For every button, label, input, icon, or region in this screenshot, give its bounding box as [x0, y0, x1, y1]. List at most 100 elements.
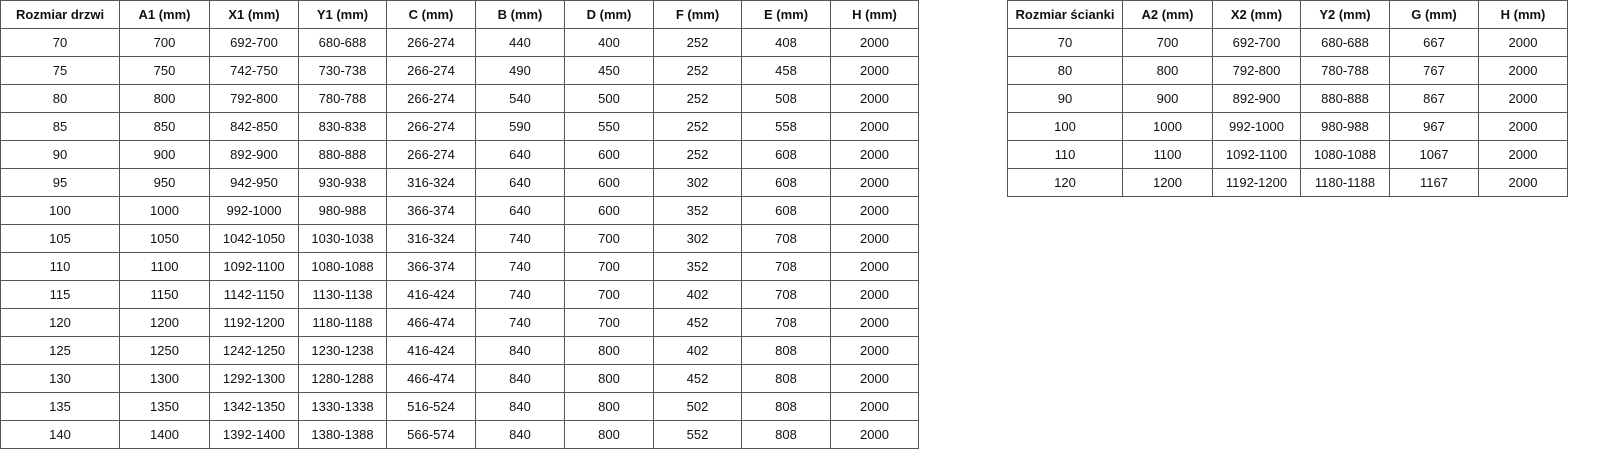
table-cell: 105 — [0, 224, 120, 253]
table-cell: 366-374 — [386, 196, 476, 225]
table-cell: 700 — [564, 252, 654, 281]
table-cell: 840 — [475, 364, 565, 393]
table-cell: 302 — [653, 224, 742, 253]
table-cell: 692-700 — [209, 28, 299, 57]
table-cell: 1250 — [119, 336, 210, 365]
table-cell: 266-274 — [386, 84, 476, 113]
column-header: A1 (mm) — [119, 0, 210, 29]
table-cell: 266-274 — [386, 140, 476, 169]
table-cell: 366-374 — [386, 252, 476, 281]
table-cell: 980-988 — [1300, 112, 1390, 141]
table-cell: 80 — [0, 84, 120, 113]
table-cell: 2000 — [830, 392, 919, 421]
table-cell: 508 — [741, 84, 831, 113]
table-cell: 400 — [564, 28, 654, 57]
table-cell: 780-788 — [298, 84, 387, 113]
column-header: Y1 (mm) — [298, 0, 387, 29]
table-cell: 700 — [564, 280, 654, 309]
header-row: Rozmiar drzwi A1 (mm) X1 (mm) Y1 (mm) C (mm)… — [0, 0, 919, 29]
table-cell: 450 — [564, 56, 654, 85]
table-cell: 590 — [475, 112, 565, 141]
column-header: A2 (mm) — [1122, 0, 1213, 29]
table-cell: 316-324 — [386, 168, 476, 197]
column-header: Rozmiar ścianki — [1007, 0, 1123, 29]
table-cell: 608 — [741, 168, 831, 197]
table-cell: 466-474 — [386, 364, 476, 393]
table-cell: 1200 — [119, 308, 210, 337]
table-cell: 266-274 — [386, 56, 476, 85]
table-cell: 1342-1350 — [209, 392, 299, 421]
table-cell: 402 — [653, 336, 742, 365]
table-cell: 730-738 — [298, 56, 387, 85]
table-cell: 2000 — [830, 224, 919, 253]
table-cell: 708 — [741, 280, 831, 309]
table-cell: 416-424 — [386, 280, 476, 309]
table-cell: 458 — [741, 56, 831, 85]
table-cell: 70 — [1007, 28, 1123, 57]
table-cell: 740 — [475, 224, 565, 253]
table-cell: 700 — [1122, 28, 1213, 57]
table-cell: 742-750 — [209, 56, 299, 85]
table-cell: 692-700 — [1212, 28, 1301, 57]
table-cell: 1100 — [1122, 140, 1213, 169]
table-cell: 1242-1250 — [209, 336, 299, 365]
table-cell: 2000 — [830, 168, 919, 197]
table-cell: 950 — [119, 168, 210, 197]
table-cell: 800 — [564, 420, 654, 449]
table-cell: 100 — [0, 196, 120, 225]
table-cell: 708 — [741, 252, 831, 281]
table-row: 125 1250 1242-1250 1230-1238 416-424 840 800 40… — [0, 336, 919, 365]
table-cell: 2000 — [830, 140, 919, 169]
table-cell: 780-788 — [1300, 56, 1390, 85]
table-cell: 1092-1100 — [1212, 140, 1301, 169]
table-cell: 640 — [475, 140, 565, 169]
table-cell: 800 — [564, 392, 654, 421]
table-cell: 1230-1238 — [298, 336, 387, 365]
table-cell: 1100 — [119, 252, 210, 281]
table-cell: 1280-1288 — [298, 364, 387, 393]
table-cell: 352 — [653, 252, 742, 281]
table-cell: 980-988 — [298, 196, 387, 225]
column-header: H (mm) — [830, 0, 919, 29]
table-cell: 740 — [475, 308, 565, 337]
table-cell: 135 — [0, 392, 120, 421]
table-row: 110 1100 1092-1100 1080-1088 366-374 740 700 35… — [0, 252, 919, 281]
table-cell: 1192-1200 — [1212, 168, 1301, 197]
table-cell: 566-574 — [386, 420, 476, 449]
table-cell: 110 — [1007, 140, 1123, 169]
table-cell: 800 — [119, 84, 210, 113]
table-cell: 2000 — [1478, 56, 1568, 85]
table-cell: 402 — [653, 280, 742, 309]
table-cell: 1200 — [1122, 168, 1213, 197]
table-cell: 1192-1200 — [209, 308, 299, 337]
table-cell: 992-1000 — [209, 196, 299, 225]
table-cell: 2000 — [830, 336, 919, 365]
wall-size-table: Rozmiar ścianki A2 (mm) X2 (mm) Y2 (mm) G (m… — [1007, 0, 1568, 197]
table-cell: 500 — [564, 84, 654, 113]
table-cell: 558 — [741, 112, 831, 141]
table-cell: 1000 — [119, 196, 210, 225]
table-row: 100 1000 992-1000 980-988 366-374 640 600 352 60… — [0, 196, 919, 225]
table-cell: 867 — [1389, 84, 1479, 113]
table-cell: 266-274 — [386, 28, 476, 57]
table-cell: 1042-1050 — [209, 224, 299, 253]
table-cell: 808 — [741, 336, 831, 365]
table-cell: 608 — [741, 140, 831, 169]
table-cell: 1392-1400 — [209, 420, 299, 449]
table-cell: 316-324 — [386, 224, 476, 253]
table-cell: 75 — [0, 56, 120, 85]
table-cell: 830-838 — [298, 112, 387, 141]
table-cell: 2000 — [830, 84, 919, 113]
table-row: 95 950 942-950 930-938 316-324 640 600 302 608 20… — [0, 168, 919, 197]
table-cell: 1400 — [119, 420, 210, 449]
table-cell: 840 — [475, 336, 565, 365]
table-cell: 2000 — [830, 364, 919, 393]
table-cell: 408 — [741, 28, 831, 57]
table-cell: 930-938 — [298, 168, 387, 197]
table-cell: 552 — [653, 420, 742, 449]
table-row: 75 750 742-750 730-738 266-274 490 450 252 458 20… — [0, 56, 919, 85]
table-cell: 130 — [0, 364, 120, 393]
table-cell: 840 — [475, 392, 565, 421]
table-row: 135 1350 1342-1350 1330-1338 516-524 840 800 50… — [0, 392, 919, 421]
table-row: 90 900 892-900 880-888 867 2000 — [1007, 84, 1568, 113]
